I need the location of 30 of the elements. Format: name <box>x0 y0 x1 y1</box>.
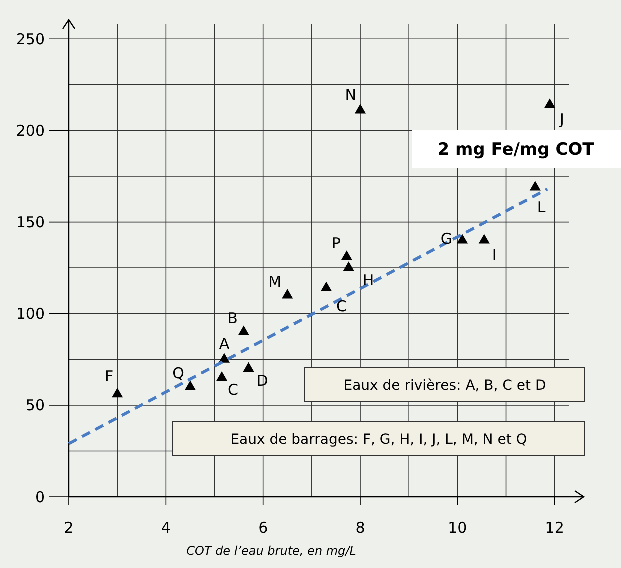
annotation: Eaux de rivières: A, B, C et D <box>344 378 546 394</box>
x-tick-label: 2 <box>64 519 74 537</box>
annotation: B <box>228 309 238 328</box>
x-tick-label: 6 <box>258 519 268 537</box>
x-axis-title: COT de l’eau brute, en mg/L <box>186 544 356 558</box>
annotation: C <box>228 381 239 400</box>
annotation: C <box>336 297 347 316</box>
y-tick-label: 150 <box>16 214 45 232</box>
y-tick-label: 0 <box>35 488 45 506</box>
x-tick-label: 12 <box>545 519 564 537</box>
annotation: M <box>268 272 282 291</box>
annotation: P <box>332 234 341 252</box>
y-tick-label: 50 <box>26 396 45 415</box>
x-tick-label: 8 <box>356 519 366 537</box>
annotation: Q <box>172 364 184 382</box>
annotation: A <box>219 334 230 353</box>
y-tick-label: 100 <box>16 305 45 324</box>
annotation: J <box>558 110 564 128</box>
y-tick-label: 200 <box>16 122 45 140</box>
y-tick-label: 250 <box>16 30 45 48</box>
annotation: G <box>440 230 453 248</box>
annotation: F <box>104 368 114 386</box>
annotation: L <box>537 198 546 217</box>
annotation: I <box>492 246 497 264</box>
x-tick-label: 4 <box>161 519 171 537</box>
annotation: H <box>362 271 374 290</box>
x-tick-label: 10 <box>448 519 468 537</box>
annotation: N <box>345 86 357 104</box>
annotation: 2 mg Fe/mg COT <box>438 140 595 160</box>
annotation: Eaux de barrages: F, G, H, I, J, L, M, N et Q <box>230 432 528 448</box>
